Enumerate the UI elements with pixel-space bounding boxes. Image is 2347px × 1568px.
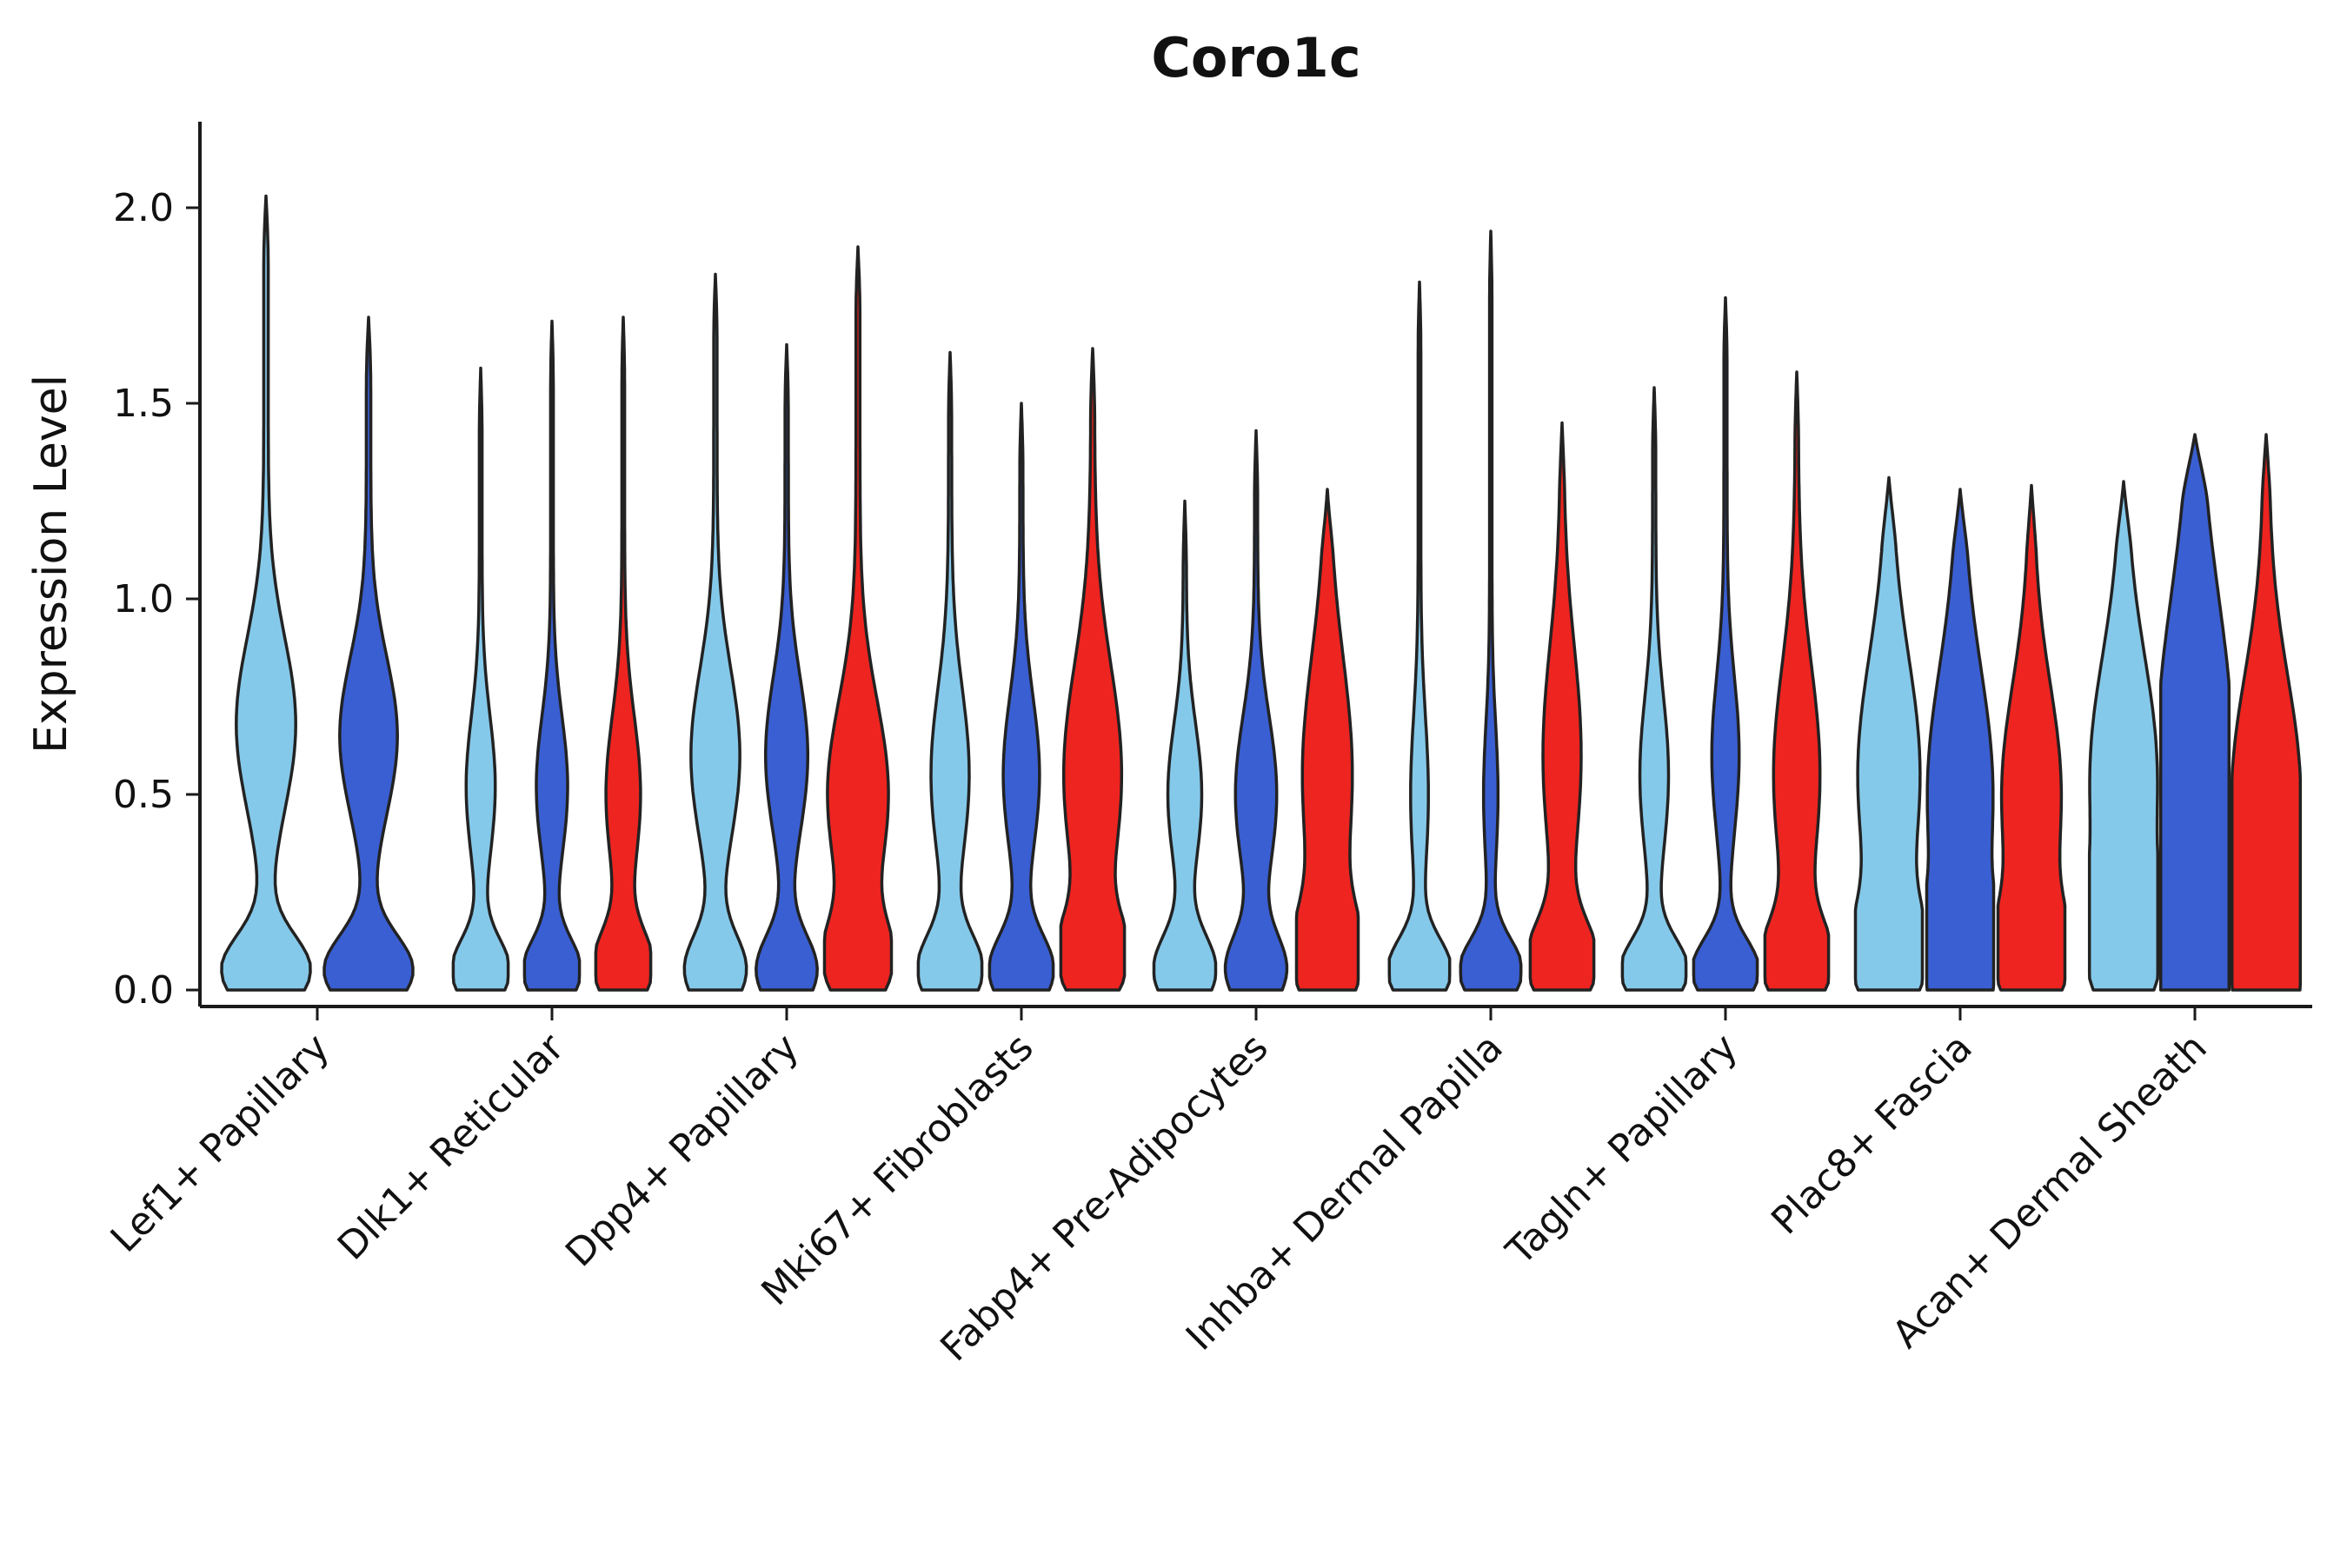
violins-layer [220,194,2303,992]
violin-fabp4-pre-adipocytes-series2 [1294,488,1360,992]
x-tick-label: Plac8+ Fascia [1763,1026,1981,1244]
violin-mki67-fibroblasts-series1 [987,402,1055,992]
violin-lef1-papillary-series0 [220,194,312,992]
violin-mki67-fibroblasts-series0 [916,350,984,992]
violin-plac8-fascia-series2 [1996,483,2067,992]
violin-acan-dermal-sheath-series1 [2158,433,2231,992]
violin-mki67-fibroblasts-series2 [1059,347,1127,992]
y-tick-label: 1.5 [113,382,174,426]
y-tick-label: 0.5 [113,773,174,817]
y-tick-label: 2.0 [113,186,174,230]
violin-dpp4-papillary-series2 [822,245,894,992]
violin-acan-dermal-sheath-series0 [2087,480,2160,992]
violin-tagln-papillary-series0 [1620,386,1688,992]
violin-tagln-papillary-series1 [1692,296,1759,992]
violin-inhba-dermal-papilla-series2 [1528,421,1596,992]
violin-tagln-papillary-series2 [1763,370,1831,992]
violin-inhba-dermal-papilla-series1 [1459,229,1523,992]
violin-plac8-fascia-series1 [1925,488,1996,992]
violin-lef1-papillary-series1 [322,316,415,992]
violin-dlk1-reticular-series1 [522,319,582,992]
x-tick-label: Dpp4+ Papillary [557,1026,808,1276]
y-tick-label: 0.0 [113,968,174,1013]
x-tick-label: Dlk1+ Reticular [329,1025,574,1269]
violin-dpp4-papillary-series0 [682,272,748,992]
violin-dpp4-papillary-series1 [755,342,819,992]
violin-fabp4-pre-adipocytes-series0 [1152,499,1218,992]
violin-plac8-fascia-series0 [1853,475,1925,992]
violin-dlk1-reticular-series2 [594,316,653,992]
chart-title: Coro1c [1151,26,1360,90]
x-tick-label: Tagln+ Papillary [1498,1026,1746,1274]
violin-fabp4-pre-adipocytes-series1 [1223,429,1289,992]
y-tick-label: 1.0 [113,577,174,621]
violin-inhba-dermal-papilla-series0 [1387,280,1452,992]
violin-dlk1-reticular-series0 [451,366,510,992]
y-axis-label: Expression Level [25,375,77,754]
violin-acan-dermal-sheath-series2 [2230,433,2303,992]
x-tick-label: Lef1+ Papillary [103,1026,338,1261]
